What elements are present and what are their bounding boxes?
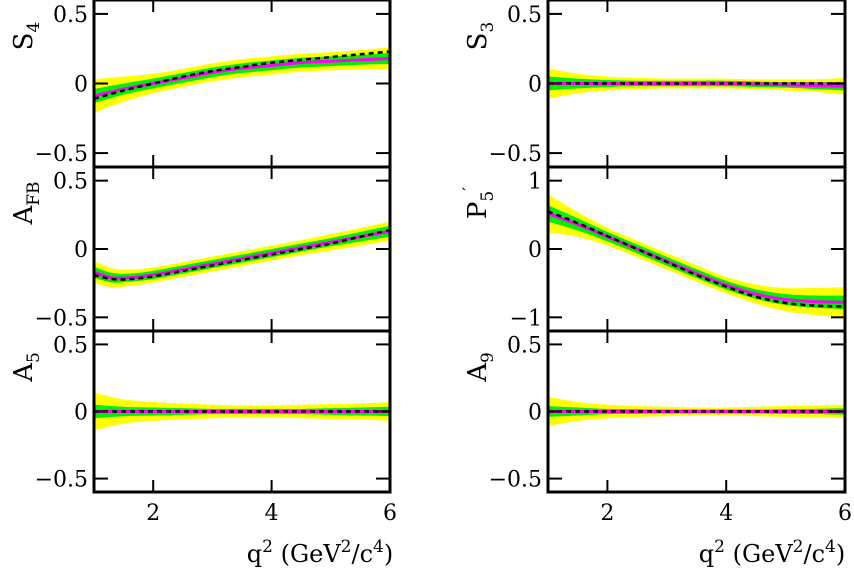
y-axis-label: S3 xyxy=(463,22,498,51)
y-tick-label: 0.5 xyxy=(507,3,542,28)
y-tick-label: 0 xyxy=(528,238,542,263)
y-axis-label: AFB xyxy=(9,181,44,225)
x-tick-label: 6 xyxy=(383,501,397,526)
y-tick-label: −0.5 xyxy=(489,468,542,493)
reference-line xyxy=(548,210,845,308)
x-tick-label: 2 xyxy=(146,501,160,526)
y-tick-label: −0.5 xyxy=(35,306,88,331)
y-tick-label: 0 xyxy=(74,73,88,98)
y-tick-label: 0 xyxy=(528,73,542,98)
y-tick-label: 0 xyxy=(74,238,88,263)
band-1sigma xyxy=(548,205,845,310)
panel-afb: −0.5 0 0.5 AFB xyxy=(9,165,392,333)
x-axis-label-left: q2 (GeV2/c4) xyxy=(247,537,393,568)
y-tick-label: −1 xyxy=(510,306,542,331)
panel-a9: −0.5 0 0.5 2 4 6 A9 xyxy=(463,329,852,526)
x-axis-label-right: q2 (GeV2/c4) xyxy=(699,537,845,568)
reference-line xyxy=(94,228,390,281)
central-line xyxy=(94,56,390,98)
x-tick-label: 4 xyxy=(719,501,733,526)
y-tick-label: 0.5 xyxy=(53,170,88,195)
band-1sigma xyxy=(94,225,390,283)
y-axis-label: S4 xyxy=(9,22,44,51)
y-tick-label: 0.5 xyxy=(507,333,542,358)
y-tick-label: −0.5 xyxy=(35,142,88,167)
y-tick-label: −0.5 xyxy=(35,468,88,493)
panel-p5: −1 0 1 P5′ xyxy=(460,165,847,333)
y-tick-label: 0 xyxy=(528,401,542,426)
x-tick-label: 4 xyxy=(265,501,279,526)
x-tick-label: 2 xyxy=(600,501,614,526)
panel-a5: −0.5 0 0.5 2 4 6 A5 xyxy=(9,329,397,526)
y-axis-label: A5 xyxy=(9,352,44,383)
y-tick-label: 0.5 xyxy=(53,3,88,28)
panel-s3: −0.5 0 0.5 S3 xyxy=(463,0,847,169)
y-tick-label: −0.5 xyxy=(489,142,542,167)
svg-text:q2 (GeV2/c4): q2 (GeV2/c4) xyxy=(699,537,845,568)
svg-text:q2 (GeV2/c4): q2 (GeV2/c4) xyxy=(247,537,393,568)
y-tick-label: 0 xyxy=(74,401,88,426)
y-tick-label: 0.5 xyxy=(53,333,88,358)
central-line xyxy=(94,229,390,280)
y-tick-label: 1 xyxy=(528,170,542,195)
y-axis-label: P5′ xyxy=(460,187,498,219)
x-tick-label: 6 xyxy=(838,501,852,526)
panel-frame xyxy=(92,165,392,333)
band-1sigma xyxy=(94,52,390,103)
panel-s4: −0.5 0 0.5 S4 xyxy=(9,0,392,169)
y-axis-label: A9 xyxy=(463,352,498,383)
